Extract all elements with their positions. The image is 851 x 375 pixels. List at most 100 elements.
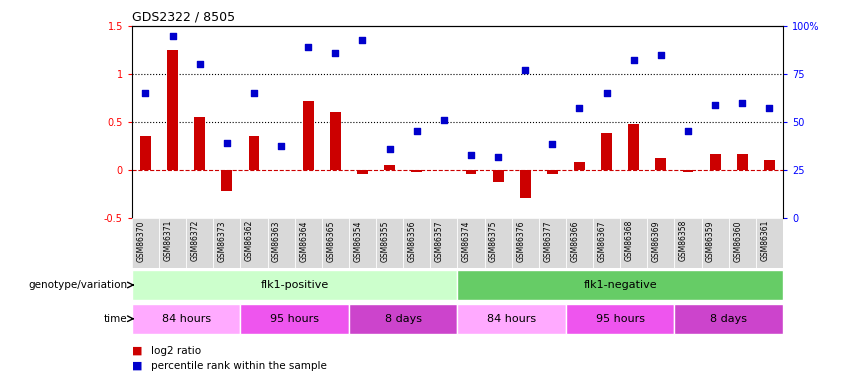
Bar bbox=[357, 170, 368, 174]
Text: GSM86377: GSM86377 bbox=[543, 220, 552, 261]
Text: 8 days: 8 days bbox=[385, 314, 421, 324]
Text: GSM86363: GSM86363 bbox=[272, 220, 281, 261]
Text: 84 hours: 84 hours bbox=[162, 314, 211, 324]
Point bbox=[518, 67, 532, 73]
Point bbox=[220, 140, 234, 146]
Text: GSM86355: GSM86355 bbox=[380, 220, 390, 261]
Text: GSM86376: GSM86376 bbox=[517, 220, 525, 261]
Bar bbox=[465, 170, 477, 174]
Bar bbox=[267, 217, 294, 268]
Bar bbox=[628, 124, 639, 170]
Bar bbox=[764, 160, 774, 170]
Bar bbox=[648, 217, 675, 268]
Text: GSM86370: GSM86370 bbox=[136, 220, 146, 261]
Text: 84 hours: 84 hours bbox=[487, 314, 536, 324]
Bar bbox=[411, 170, 422, 172]
Text: ■: ■ bbox=[132, 361, 146, 370]
Bar bbox=[330, 112, 340, 170]
Bar bbox=[132, 270, 458, 300]
Bar bbox=[655, 158, 666, 170]
Point bbox=[301, 44, 315, 50]
Point bbox=[166, 33, 180, 39]
Bar bbox=[620, 217, 648, 268]
Text: GSM86374: GSM86374 bbox=[462, 220, 471, 261]
Text: flk1-negative: flk1-negative bbox=[583, 280, 657, 290]
Point bbox=[627, 57, 641, 63]
Bar bbox=[140, 136, 151, 170]
Point bbox=[600, 90, 614, 96]
Point bbox=[328, 50, 342, 56]
Point bbox=[356, 37, 369, 43]
Bar bbox=[601, 134, 612, 170]
Point bbox=[464, 152, 477, 158]
Point bbox=[383, 146, 397, 152]
Bar bbox=[214, 217, 241, 268]
Bar bbox=[159, 217, 186, 268]
Bar bbox=[458, 217, 484, 268]
Bar bbox=[539, 217, 566, 268]
Bar bbox=[701, 217, 728, 268]
Bar bbox=[376, 217, 403, 268]
Bar bbox=[403, 217, 431, 268]
Bar bbox=[458, 304, 566, 334]
Bar bbox=[132, 304, 241, 334]
Text: GSM86358: GSM86358 bbox=[679, 220, 688, 261]
Bar bbox=[241, 304, 349, 334]
Text: GSM86364: GSM86364 bbox=[300, 220, 308, 261]
Text: percentile rank within the sample: percentile rank within the sample bbox=[151, 361, 327, 370]
Text: GDS2322 / 8505: GDS2322 / 8505 bbox=[132, 11, 235, 24]
Text: GSM86354: GSM86354 bbox=[353, 220, 363, 261]
Bar bbox=[566, 304, 675, 334]
Text: GSM86360: GSM86360 bbox=[734, 220, 742, 261]
Text: GSM86367: GSM86367 bbox=[597, 220, 607, 261]
Bar bbox=[756, 217, 783, 268]
Point bbox=[545, 141, 559, 147]
Text: GSM86368: GSM86368 bbox=[625, 220, 634, 261]
Point bbox=[437, 117, 451, 123]
Bar bbox=[303, 101, 314, 170]
Bar bbox=[593, 217, 620, 268]
Bar bbox=[566, 217, 593, 268]
Text: GSM86365: GSM86365 bbox=[326, 220, 335, 261]
Point bbox=[735, 100, 749, 106]
Bar bbox=[493, 170, 504, 182]
Text: genotype/variation: genotype/variation bbox=[29, 280, 128, 290]
Bar bbox=[520, 170, 531, 198]
Bar bbox=[737, 154, 748, 170]
Text: flk1-positive: flk1-positive bbox=[260, 280, 328, 290]
Text: GSM86356: GSM86356 bbox=[408, 220, 417, 261]
Bar bbox=[683, 170, 694, 172]
Text: ■: ■ bbox=[132, 346, 146, 355]
Text: GSM86372: GSM86372 bbox=[191, 220, 200, 261]
Text: GSM86371: GSM86371 bbox=[163, 220, 173, 261]
Bar bbox=[248, 136, 260, 170]
Bar bbox=[728, 217, 756, 268]
Text: GSM86369: GSM86369 bbox=[652, 220, 661, 261]
Point bbox=[762, 105, 776, 111]
Bar bbox=[484, 217, 511, 268]
Bar bbox=[675, 304, 783, 334]
Bar bbox=[132, 217, 159, 268]
Bar bbox=[547, 170, 557, 174]
Point bbox=[274, 143, 288, 149]
Bar bbox=[675, 217, 701, 268]
Text: GSM86361: GSM86361 bbox=[760, 220, 769, 261]
Text: GSM86373: GSM86373 bbox=[218, 220, 227, 261]
Bar bbox=[458, 270, 783, 300]
Text: GSM86357: GSM86357 bbox=[435, 220, 444, 261]
Bar bbox=[241, 217, 267, 268]
Point bbox=[247, 90, 260, 96]
Text: GSM86359: GSM86359 bbox=[706, 220, 715, 261]
Point bbox=[654, 52, 668, 58]
Point bbox=[681, 128, 694, 135]
Text: 95 hours: 95 hours bbox=[270, 314, 319, 324]
Text: GSM86375: GSM86375 bbox=[489, 220, 498, 261]
Bar bbox=[186, 217, 214, 268]
Bar bbox=[167, 50, 178, 170]
Bar bbox=[349, 304, 458, 334]
Bar bbox=[511, 217, 539, 268]
Point bbox=[708, 102, 722, 108]
Bar bbox=[384, 165, 395, 170]
Text: GSM86366: GSM86366 bbox=[570, 220, 580, 261]
Text: 95 hours: 95 hours bbox=[596, 314, 645, 324]
